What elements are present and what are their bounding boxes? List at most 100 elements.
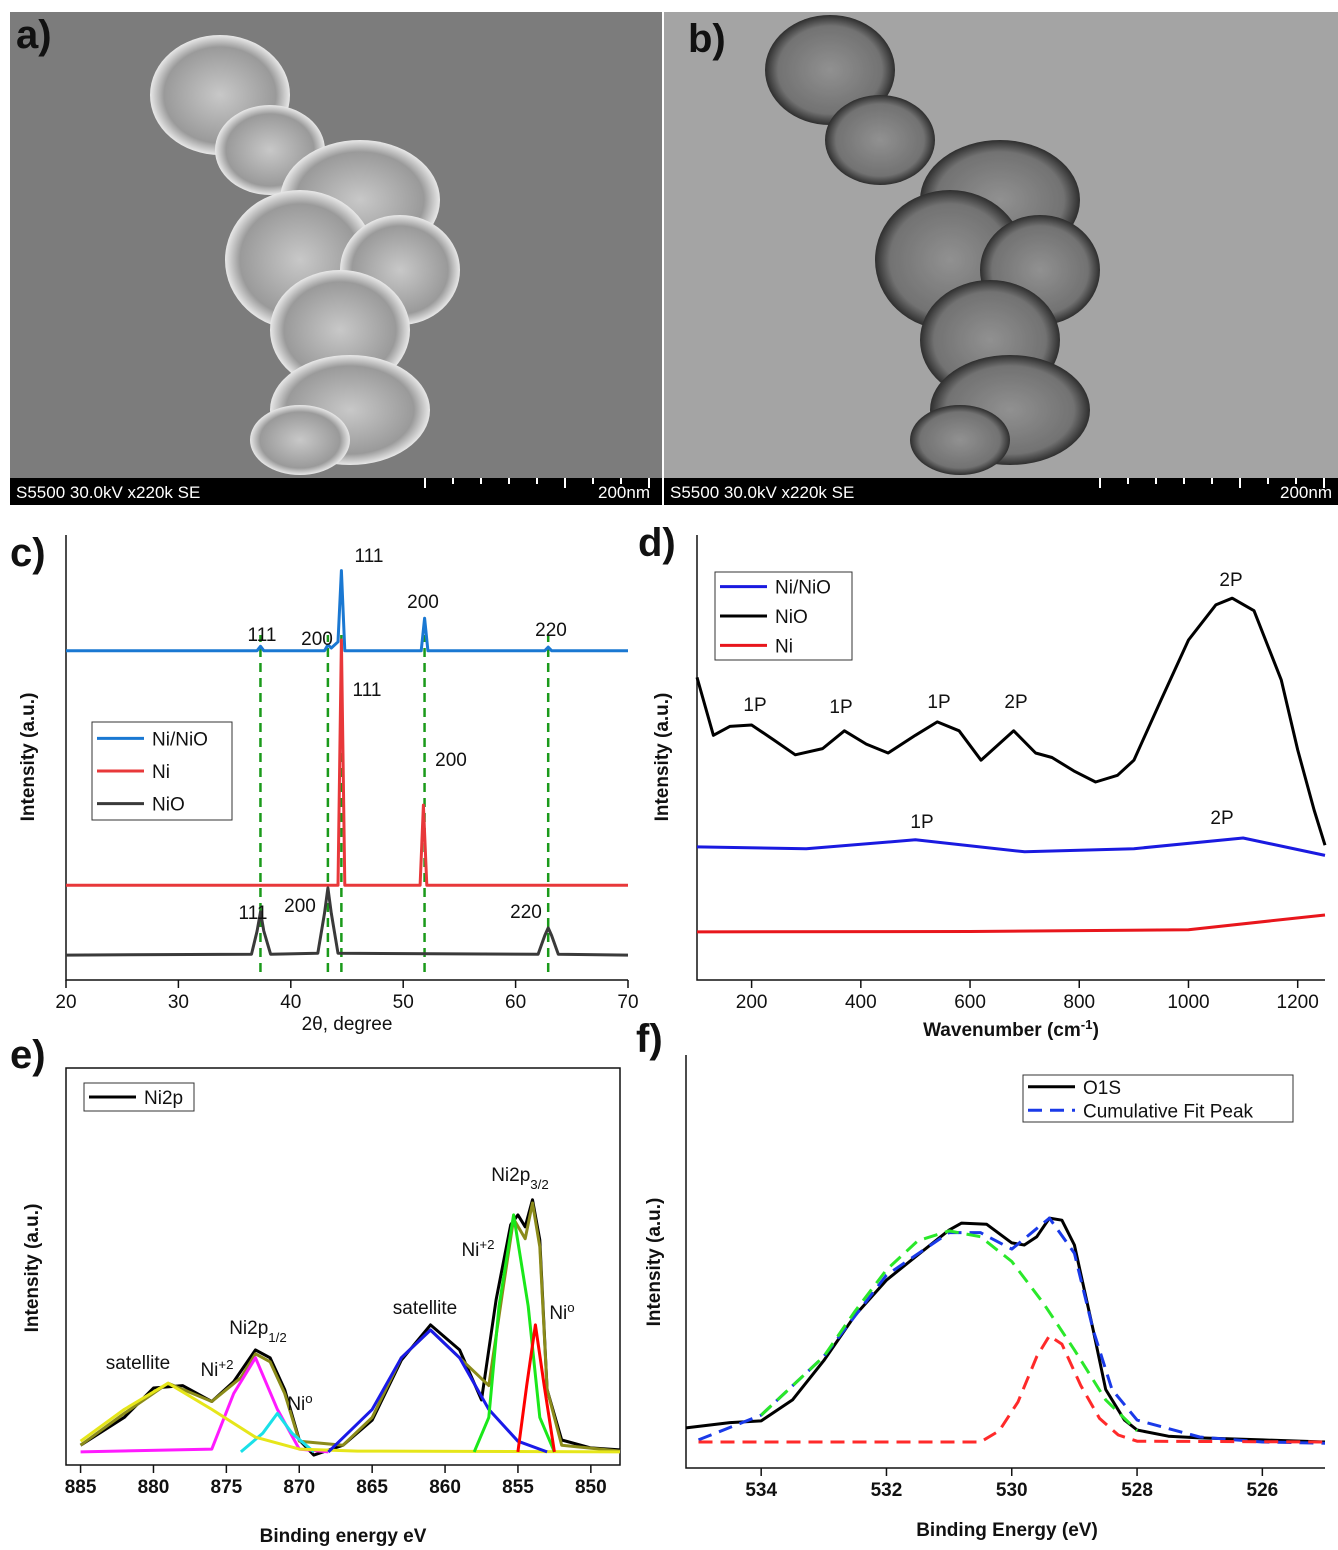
x-tick-label: 526 <box>1247 1480 1279 1501</box>
annotation: Nio <box>549 1300 574 1325</box>
annotation: 2P <box>1004 692 1027 713</box>
text-part: 3/2 <box>530 1177 549 1192</box>
x-tick-label: 528 <box>1121 1480 1153 1501</box>
data-line <box>472 1213 556 1453</box>
y-axis-label: Intensity (a.u.) <box>22 1204 43 1333</box>
sem-caption: S5500 30.0kV x220k SE <box>16 483 200 502</box>
text-part: 200 <box>284 896 316 917</box>
text-part: 2P <box>1210 808 1233 829</box>
x-tick-label: 1200 <box>1277 992 1319 1013</box>
text-part: -1 <box>1081 1017 1093 1032</box>
x-tick-label: 850 <box>575 1477 607 1498</box>
annotation: 111 <box>355 546 384 567</box>
legend-label: Cumulative Fit Peak <box>1083 1101 1254 1122</box>
x-tick-label: 800 <box>1063 992 1095 1013</box>
x-tick-label: 60 <box>505 992 526 1013</box>
y-axis-label: Intensity (a.u.) <box>18 693 39 822</box>
annotation: 2P <box>1219 570 1242 591</box>
x-tick-label: 50 <box>393 992 414 1013</box>
x-tick-label: 865 <box>356 1477 388 1498</box>
text-part: 200 <box>435 750 467 771</box>
x-tick-label: 40 <box>280 992 301 1013</box>
annotation: 111 <box>248 625 277 646</box>
scale-text: 200nm <box>598 483 650 502</box>
text-part: Ni <box>287 1394 305 1415</box>
text-part: 111 <box>248 625 277 646</box>
annotation: 111 <box>353 680 382 701</box>
x-axis-label: Binding energy eV <box>260 1526 427 1547</box>
x-tick-label: 855 <box>502 1477 534 1498</box>
annotation: 200 <box>407 592 439 613</box>
annotation: 200 <box>301 629 333 650</box>
text-part: 200 <box>301 629 333 650</box>
text-part: o <box>567 1300 574 1315</box>
y-axis-label: Intensity (a.u.) <box>644 1198 665 1327</box>
data-line <box>327 1328 548 1454</box>
text-part: o <box>305 1391 312 1406</box>
annotation: Ni2p1/2 <box>229 1318 287 1345</box>
x-axis-label: Binding Energy (eV) <box>916 1520 1098 1541</box>
text-part: Ni <box>200 1360 218 1381</box>
x-tick-label: 880 <box>138 1477 170 1498</box>
scale-text: 200nm <box>1280 483 1332 502</box>
legend-label: NiO <box>775 607 808 628</box>
text-part: 220 <box>535 620 567 641</box>
x-tick-label: 530 <box>996 1480 1028 1501</box>
axis-frame <box>685 1055 1325 1469</box>
panel-label: a) <box>16 13 52 57</box>
x-tick-label: 200 <box>736 992 768 1013</box>
text-part: 1P <box>743 695 766 716</box>
x-tick-label: 600 <box>954 992 986 1013</box>
annotation: 220 <box>510 902 542 923</box>
annotation: Ni+2 <box>200 1357 233 1382</box>
annotation: 1P <box>927 692 950 713</box>
x-tick-label: 885 <box>65 1477 97 1498</box>
legend-label: Ni <box>775 636 793 657</box>
text-part: 2P <box>1219 570 1242 591</box>
legend-label: Ni2p <box>144 1088 183 1109</box>
scale-bar <box>424 478 1325 488</box>
x-tick-label: 20 <box>55 992 76 1013</box>
text-part: 1/2 <box>268 1330 287 1345</box>
x-tick-label: 30 <box>168 992 189 1013</box>
annotation: 2P <box>1210 808 1233 829</box>
x-axis-label: Wavenumber (cm-1) <box>923 1017 1099 1042</box>
legend-label: Ni <box>152 762 170 783</box>
text-part: 111 <box>239 903 268 924</box>
x-tick-label: 1000 <box>1167 992 1209 1013</box>
annotation: 1P <box>910 812 933 833</box>
text-part: Ni2p <box>229 1318 268 1339</box>
data-line <box>239 1411 315 1454</box>
text-part: 1P <box>927 692 950 713</box>
sem-image-b <box>664 12 1338 505</box>
panel-label: f) <box>636 1017 663 1061</box>
annotation: 1P <box>743 695 766 716</box>
sem-caption: S5500 30.0kV x220k SE <box>670 483 854 502</box>
panel-label: e) <box>10 1033 46 1077</box>
annotation: Ni+2 <box>461 1237 494 1262</box>
data-line <box>66 638 628 887</box>
x-tick-label: 400 <box>845 992 877 1013</box>
text-part: Ni <box>549 1303 567 1324</box>
text-part: ) <box>1093 1020 1099 1041</box>
y-axis-label: Intensity (a.u.) <box>652 693 673 822</box>
data-line <box>696 836 1326 857</box>
text-part: 2P <box>1004 692 1027 713</box>
annotation: 1P <box>829 697 852 718</box>
legend-label: NiO <box>152 795 185 816</box>
data-line <box>65 886 629 957</box>
text-part: satellite <box>393 1298 457 1319</box>
text-part: 200 <box>407 592 439 613</box>
annotation: 111 <box>239 903 268 924</box>
data-line <box>79 1381 621 1454</box>
annotation: 220 <box>535 620 567 641</box>
x-tick-label: 870 <box>283 1477 315 1498</box>
x-tick-label: 70 <box>617 992 638 1013</box>
text-part: 220 <box>510 902 542 923</box>
text-part: Ni <box>461 1240 479 1261</box>
annotation: satellite <box>106 1353 170 1374</box>
text-part: +2 <box>479 1237 494 1252</box>
annotation: 200 <box>435 750 467 771</box>
